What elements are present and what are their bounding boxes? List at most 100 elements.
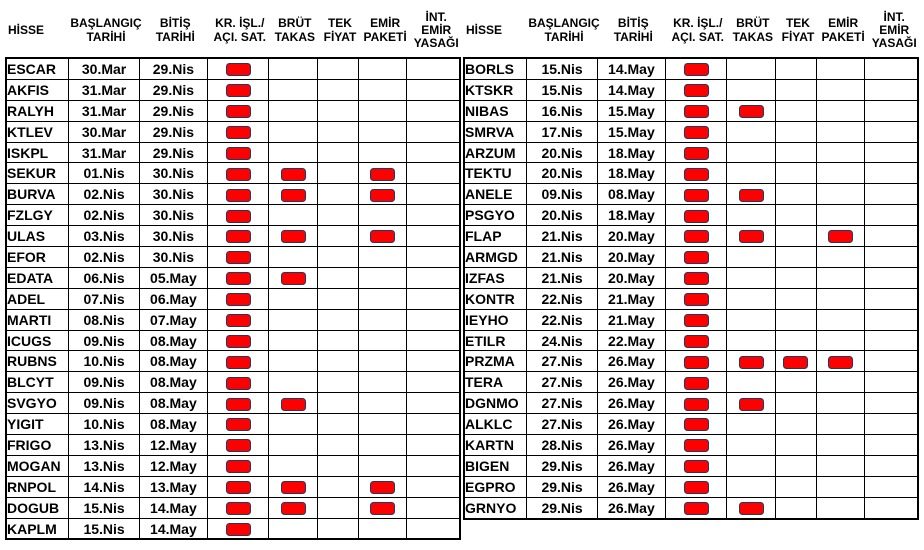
ticker-cell: PRZMA [463, 350, 528, 373]
flag-cell-emir [815, 308, 866, 331]
table-row: ADEL 07.Nis 06.May [5, 287, 461, 310]
flag-cell-int [406, 266, 461, 289]
ticker-cell: DGNMO [463, 392, 528, 415]
ticker-cell: ISKPL [5, 141, 70, 164]
flag-cell-kr [664, 141, 728, 164]
restriction-marker-emir [369, 167, 395, 181]
column-header-start: BAŞLANGIÇ TARİHİ [528, 16, 600, 44]
ticker-cell: ADEL [5, 287, 70, 310]
ticker-cell: GRNYO [463, 496, 528, 520]
start-date-cell: 15.Nis [526, 78, 598, 101]
flag-cell-tek [774, 434, 817, 456]
flag-cell-kr [206, 162, 270, 185]
ticker-cell: YIGIT [5, 413, 70, 436]
start-date-cell: 20.Nis [526, 162, 598, 185]
end-date-cell: 18.May [597, 141, 666, 164]
table-row: TERA 27.Nis 26.May [463, 371, 919, 394]
flag-cell-kr [664, 329, 728, 352]
end-date-cell: 07.May [139, 308, 208, 331]
flag-cell-brut [268, 517, 318, 540]
restrictions-table-right: HİSSE BAŞLANGIÇ TARİHİ BİTİŞ TARİHİ KR. İŞL… [463, 4, 921, 520]
restriction-marker-kr [225, 502, 251, 516]
restriction-marker-brut [280, 397, 306, 411]
start-date-cell: 08.Nis [68, 308, 140, 331]
flag-cell-int [406, 204, 461, 227]
end-date-cell: 14.May [139, 496, 208, 519]
flag-cell-brut [268, 371, 318, 394]
table-row: RUBNS 10.Nis 08.May [5, 350, 461, 373]
table-row: KONTR 22.Nis 21.May [463, 287, 919, 310]
flag-cell-emir [815, 246, 866, 268]
flag-cell-brut [726, 496, 776, 520]
start-date-cell: 21.Nis [526, 246, 598, 268]
end-date-cell: 08.May [139, 371, 208, 394]
ticker-cell: FRIGO [5, 434, 70, 456]
ticker-cell: RALYH [5, 99, 70, 122]
flag-cell-brut [268, 434, 318, 456]
end-date-cell: 26.May [597, 434, 666, 456]
flag-cell-tek [316, 57, 359, 80]
flag-cell-kr [206, 99, 270, 122]
flag-cell-int [864, 57, 919, 80]
table-row: ULAS 03.Nis 30.Nis [5, 225, 461, 248]
end-date-cell: 30.Nis [139, 246, 208, 268]
table-row: PRZMA 27.Nis 26.May [463, 350, 919, 373]
restriction-marker-kr [225, 376, 251, 390]
flag-cell-emir [815, 204, 866, 227]
flag-cell-brut [268, 392, 318, 415]
ticker-cell: RUBNS [5, 350, 70, 373]
flag-cell-emir [357, 350, 408, 373]
flag-cell-tek [316, 308, 359, 331]
flag-cell-tek [316, 120, 359, 143]
flag-cell-brut [726, 120, 776, 143]
restriction-marker-brut [738, 502, 764, 516]
restriction-marker-kr [683, 314, 709, 328]
flag-cell-tek [774, 454, 817, 477]
end-date-cell: 06.May [139, 287, 208, 310]
ticker-cell: BURVA [5, 183, 70, 206]
flag-cell-kr [206, 496, 270, 519]
end-date-cell: 08.May [139, 329, 208, 352]
flag-cell-kr [206, 266, 270, 289]
column-header-ticker: HİSSE [8, 22, 45, 37]
end-date-cell: 21.May [597, 308, 666, 331]
flag-cell-kr [664, 496, 728, 520]
flag-cell-kr [664, 371, 728, 394]
table-row: MARTI 08.Nis 07.May [5, 308, 461, 331]
flag-cell-brut [726, 204, 776, 227]
flag-cell-int [864, 246, 919, 268]
flag-cell-kr [664, 392, 728, 415]
restriction-marker-kr [225, 481, 251, 495]
flag-cell-tek [316, 246, 359, 268]
restriction-marker-kr [683, 105, 709, 119]
restriction-marker-kr [225, 272, 251, 286]
flag-cell-brut [726, 371, 776, 394]
ticker-cell: ICUGS [5, 329, 70, 352]
table-row: FLAP 21.Nis 20.May [463, 225, 919, 248]
start-date-cell: 22.Nis [526, 308, 598, 331]
restriction-marker-kr [225, 209, 251, 223]
start-date-cell: 09.Nis [68, 329, 140, 352]
restriction-marker-kr [683, 188, 709, 202]
flag-cell-brut [726, 434, 776, 456]
flag-cell-kr [664, 162, 728, 185]
end-date-cell: 22.May [597, 329, 666, 352]
restriction-marker-kr [225, 146, 251, 160]
restriction-marker-kr [225, 63, 251, 77]
restriction-marker-kr [683, 209, 709, 223]
flag-cell-brut [726, 350, 776, 373]
flag-cell-kr [664, 413, 728, 436]
end-date-cell: 08.May [139, 413, 208, 436]
flag-cell-tek [316, 141, 359, 164]
flag-cell-int [406, 99, 461, 122]
start-date-cell: 15.Nis [68, 496, 140, 519]
start-date-cell: 03.Nis [68, 225, 140, 248]
flag-cell-int [406, 350, 461, 373]
start-date-cell: 27.Nis [526, 413, 598, 436]
flag-cell-brut [268, 204, 318, 227]
flag-cell-int [864, 266, 919, 289]
flag-cell-brut [726, 183, 776, 206]
flag-cell-brut [726, 78, 776, 101]
ticker-cell: RNPOL [5, 475, 70, 498]
column-headers: HİSSE BAŞLANGIÇ TARİHİ BİTİŞ TARİHİ KR. İŞL… [5, 4, 463, 57]
